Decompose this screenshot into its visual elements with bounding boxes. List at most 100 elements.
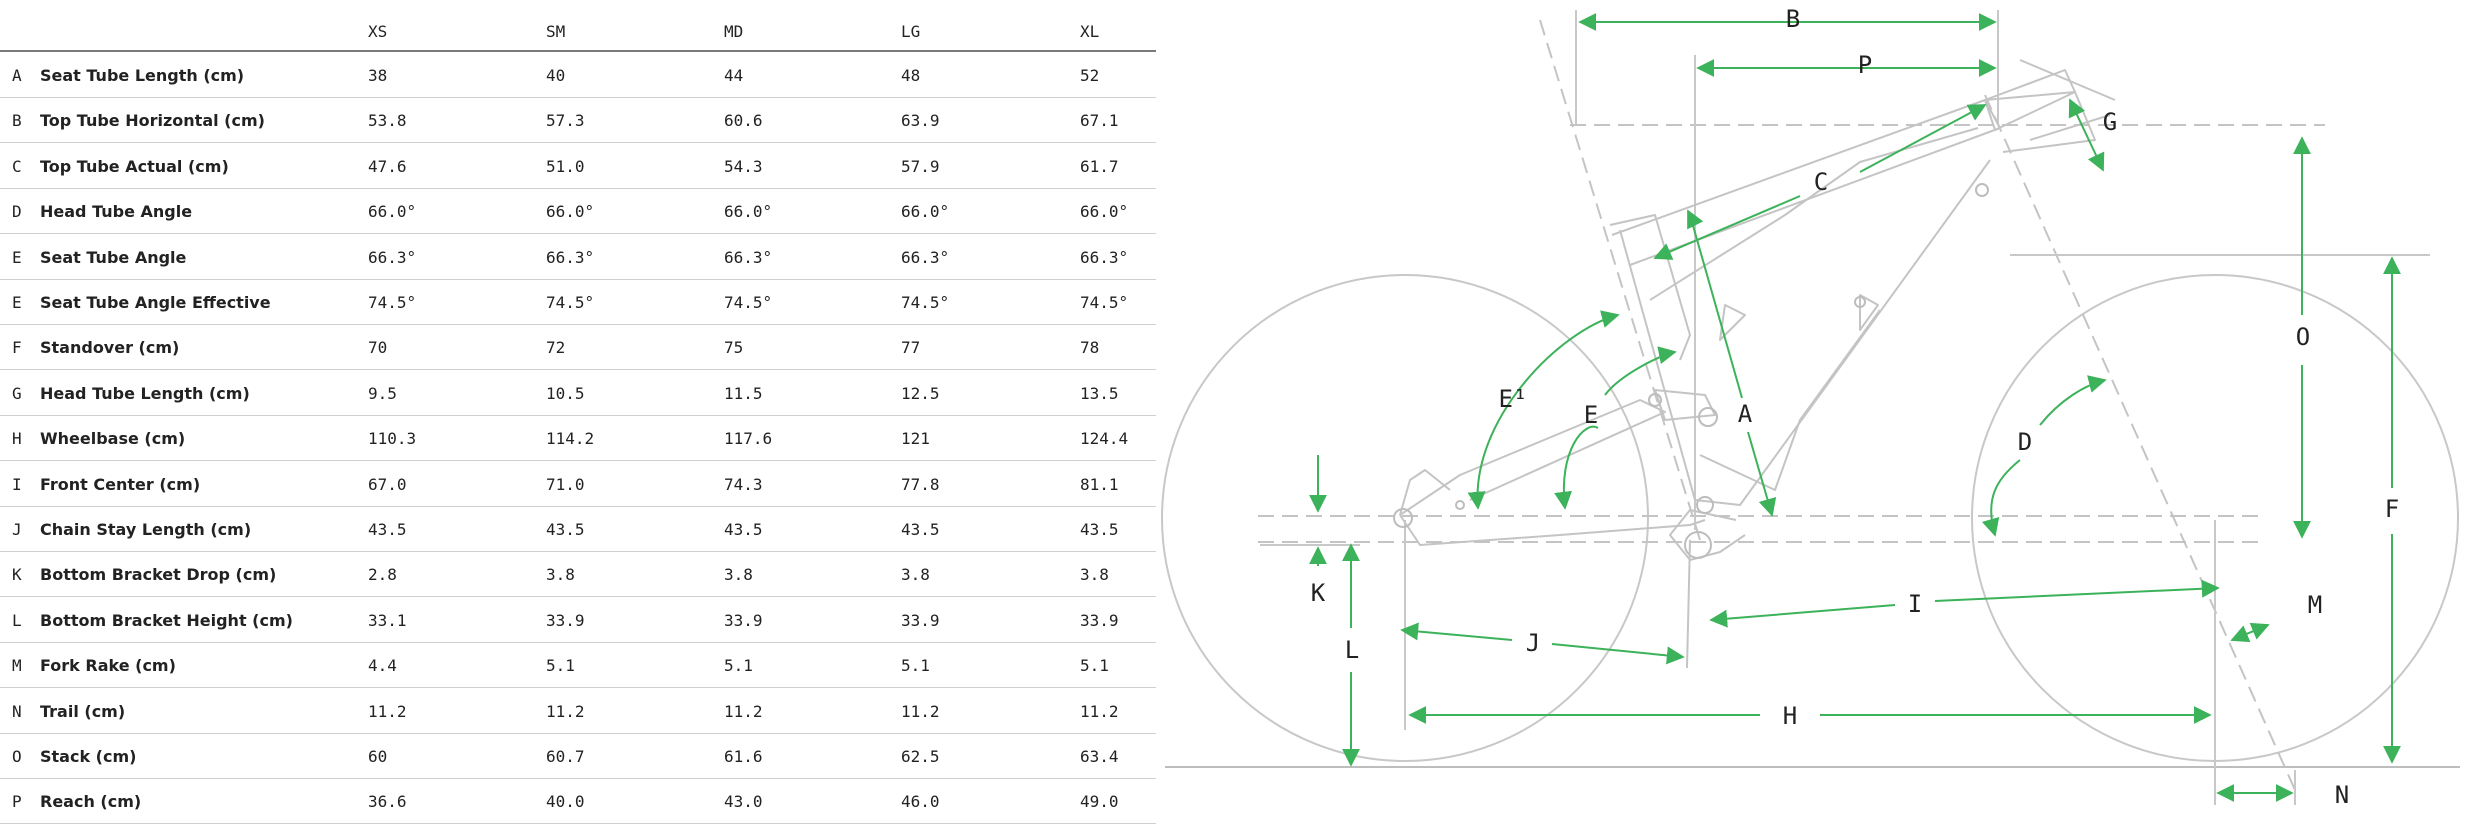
- cell-sm: 5.1: [546, 656, 575, 676]
- row-label: Seat Tube Angle Effective: [40, 293, 271, 312]
- row-label: Front Center (cm): [40, 474, 201, 494]
- row-label: Top Tube Actual (cm): [40, 156, 229, 176]
- cell-xs: 53.8: [368, 111, 407, 131]
- cell-xl: 81.1: [1080, 474, 1119, 494]
- row-letter: G: [12, 383, 22, 403]
- cell-sm: 10.5: [546, 383, 585, 403]
- cell-xl: 66.3°: [1080, 247, 1129, 267]
- cell-xl: 52: [1080, 66, 1100, 85]
- crank-arm: [1686, 539, 1691, 669]
- cell-xs: 36.6: [368, 792, 407, 812]
- cell-lg: 57.9: [901, 156, 940, 176]
- table-row: F Standover (cm) 70 72 75 77 78: [0, 324, 1156, 371]
- row-label: Top Tube Horizontal (cm): [40, 111, 265, 131]
- table-header: XS SM MD LG XL: [0, 22, 1156, 52]
- cell-xl: 124.4: [1080, 429, 1129, 449]
- cell-sm: 3.8: [546, 565, 575, 585]
- cell-xl: 13.5: [1080, 383, 1119, 403]
- row-letter: H: [12, 429, 22, 449]
- cell-sm: 72: [546, 338, 566, 358]
- cell-xl: 11.2: [1080, 701, 1119, 721]
- table-row: I Front Center (cm) 67.0 71.0 74.3 77.8 81.1: [0, 461, 1156, 507]
- row-label: Fork Rake (cm): [40, 656, 176, 676]
- table-row: J Chain Stay Length (cm) 43.5 43.5 43.5 43.5 4…: [0, 506, 1156, 552]
- cell-xs: 11.2: [368, 701, 407, 721]
- cell-sm: 11.2: [546, 701, 585, 721]
- row-label: Bottom Bracket Height (cm): [40, 610, 293, 630]
- table-row: H Wheelbase (cm) 110.3 114.2 117.6 121 124.4: [0, 415, 1156, 462]
- cell-sm: 40.0: [546, 792, 585, 812]
- row-label: Wheelbase (cm): [40, 429, 186, 449]
- table-row: B Top Tube Horizontal (cm) 53.8 57.3 60.6 63.…: [0, 97, 1156, 144]
- extension-lines: [1260, 10, 2430, 805]
- row-letter: J: [12, 520, 22, 539]
- table-row: P Reach (cm) 36.6 40.0 43.0 46.0 49.0: [0, 778, 1156, 824]
- label-e: E: [1584, 401, 1598, 429]
- cell-sm: 74.5°: [546, 293, 595, 312]
- cell-sm: 66.3°: [546, 247, 595, 267]
- cell-lg: 66.3°: [901, 247, 950, 267]
- cell-xs: 9.5: [368, 383, 397, 403]
- cell-md: 61.6: [724, 747, 763, 766]
- cell-xl: 78: [1080, 338, 1100, 358]
- cell-md: 11.5: [724, 383, 763, 403]
- cell-xl: 63.4: [1080, 747, 1119, 766]
- table-row: O Stack (cm) 60 60.7 61.6 62.5 63.4: [0, 733, 1156, 779]
- label-b: B: [1786, 5, 1800, 33]
- cell-lg: 77.8: [901, 474, 940, 494]
- cell-md: 75: [724, 338, 744, 358]
- size-header-xl: XL: [1080, 22, 1100, 41]
- row-letter: E: [12, 293, 22, 312]
- label-p: P: [1858, 51, 1872, 79]
- row-letter: P: [12, 792, 22, 812]
- label-m: M: [2308, 591, 2322, 619]
- reference-lines: [1258, 19, 2325, 791]
- row-label: Seat Tube Length (cm): [40, 66, 245, 85]
- cell-xl: 5.1: [1080, 656, 1109, 676]
- row-label: Standover (cm): [40, 338, 180, 358]
- row-label: Bottom Bracket Drop (cm): [40, 565, 277, 585]
- cell-lg: 121: [901, 429, 930, 449]
- row-letter: L: [12, 610, 22, 630]
- rear-wheel: [1161, 274, 1649, 762]
- cell-md: 11.2: [724, 701, 763, 721]
- cell-lg: 3.8: [901, 565, 930, 585]
- cell-sm: 40: [546, 66, 566, 85]
- bike-geometry-diagram: B P C G O F A E E¹ D I M J H K L N: [1161, 5, 2460, 809]
- cell-lg: 48: [901, 66, 921, 85]
- label-c: C: [1814, 168, 1828, 196]
- row-letter: O: [12, 747, 22, 766]
- cell-xl: 33.9: [1080, 610, 1119, 630]
- cell-md: 66.0°: [724, 202, 773, 222]
- cell-sm: 57.3: [546, 111, 585, 131]
- size-header-md: MD: [724, 22, 744, 41]
- cell-sm: 33.9: [546, 610, 585, 630]
- cell-lg: 74.5°: [901, 293, 950, 312]
- size-header-xs: XS: [368, 22, 388, 41]
- row-label: Reach (cm): [40, 792, 142, 812]
- cell-lg: 11.2: [901, 701, 940, 721]
- cell-xs: 110.3: [368, 429, 417, 449]
- cell-lg: 5.1: [901, 656, 930, 676]
- size-header-sm: SM: [546, 22, 566, 41]
- row-letter: N: [12, 701, 22, 721]
- row-letter: K: [12, 565, 22, 585]
- cell-xl: 49.0: [1080, 792, 1119, 812]
- cell-xs: 4.4: [368, 656, 397, 676]
- cell-lg: 77: [901, 338, 921, 358]
- row-label: Head Tube Length (cm): [40, 383, 250, 403]
- cell-lg: 66.0°: [901, 202, 950, 222]
- cell-xs: 67.0: [368, 474, 407, 494]
- label-l: L: [1345, 636, 1359, 664]
- cell-lg: 43.5: [901, 520, 940, 539]
- label-k: K: [1311, 579, 1326, 607]
- cell-xl: 67.1: [1080, 111, 1119, 131]
- cell-md: 5.1: [724, 656, 753, 676]
- cell-xs: 66.3°: [368, 247, 417, 267]
- label-n: N: [2335, 781, 2349, 809]
- cell-sm: 51.0: [546, 156, 585, 176]
- cell-xs: 66.0°: [368, 202, 417, 222]
- cell-xs: 43.5: [368, 520, 407, 539]
- cell-xl: 61.7: [1080, 156, 1119, 176]
- label-a: A: [1738, 400, 1753, 428]
